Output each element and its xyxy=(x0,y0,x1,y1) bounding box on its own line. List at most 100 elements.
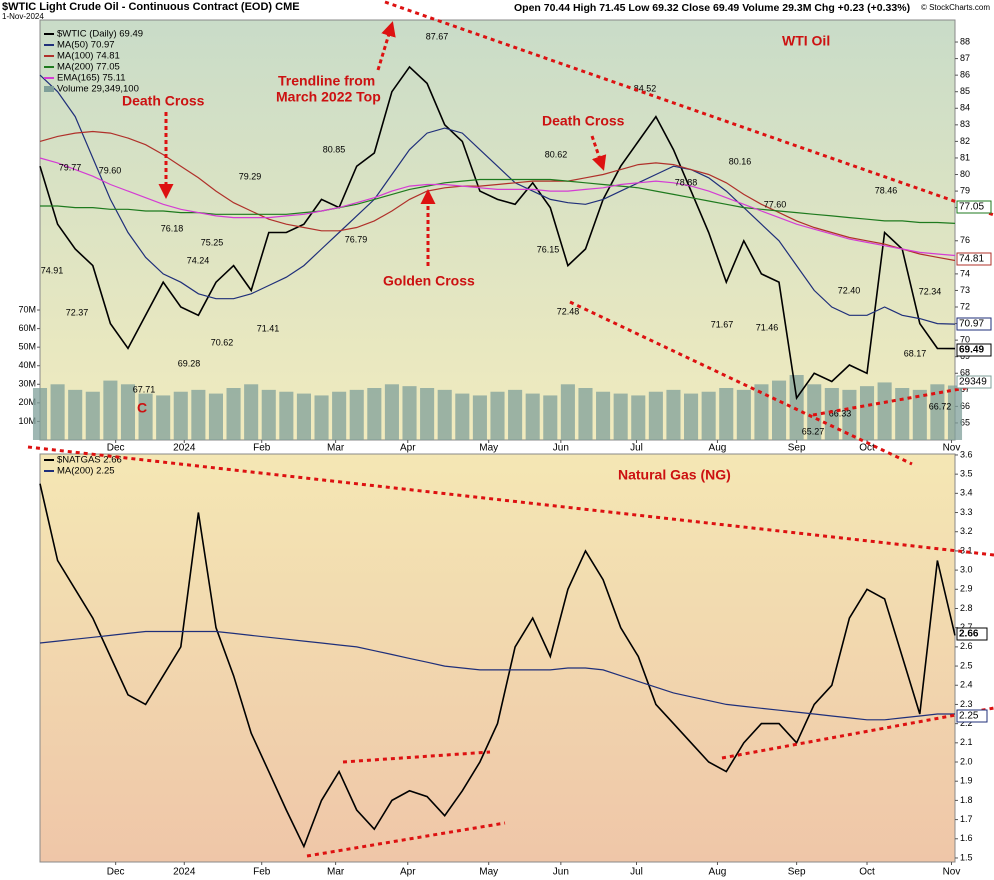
average-line xyxy=(39,130,956,262)
volume-bar xyxy=(261,389,276,440)
volume-bar xyxy=(138,393,153,440)
x-tick-label: Nov xyxy=(943,443,961,454)
y-tick-label: 3.5 xyxy=(960,469,973,479)
volume-bar xyxy=(596,391,611,440)
x-tick-label: Sep xyxy=(788,867,806,878)
y-tick-label: 1.9 xyxy=(960,776,973,786)
volume-bar xyxy=(895,388,910,440)
volume-bar xyxy=(930,384,945,440)
annotation: March 2022 Top xyxy=(276,89,381,105)
y-tick-label: 66 xyxy=(960,401,970,411)
volume-bar xyxy=(912,389,927,440)
price-label: 67.71 xyxy=(133,384,156,394)
volume-bar xyxy=(314,395,329,440)
y-tick-label: 3.6 xyxy=(960,449,973,459)
volume-bar xyxy=(472,395,487,440)
volume-bar xyxy=(666,389,681,440)
x-tick-label: Nov xyxy=(943,867,961,878)
y-tick-label: 2.5 xyxy=(960,660,973,670)
price-label: 72.40 xyxy=(838,285,861,295)
x-tick-label: May xyxy=(479,867,498,878)
last-value: 77.05 xyxy=(959,202,984,213)
x-tick-label: Jul xyxy=(630,443,643,454)
annotation: Death Cross xyxy=(122,93,205,109)
volume-bar xyxy=(578,388,593,440)
y2-tick-label: 70M xyxy=(18,304,36,314)
x-tick-label: Oct xyxy=(859,867,875,878)
legend-label: MA(200) 2.25 xyxy=(57,466,115,477)
y-tick-label: 88 xyxy=(960,36,970,46)
price-label: 74.91 xyxy=(41,265,64,275)
header-quote: Open 70.44 High 71.45 Low 69.32 Close 69… xyxy=(514,2,910,14)
price-label: 72.34 xyxy=(919,286,942,296)
volume-bar xyxy=(50,384,65,440)
last-value: 69.49 xyxy=(959,345,984,356)
x-tick-label: 2024 xyxy=(173,867,196,878)
annotation: Trendline from xyxy=(278,73,375,89)
y-tick-label: 3.4 xyxy=(960,488,973,498)
price-label: 78.88 xyxy=(675,177,698,187)
price-label: 71.41 xyxy=(257,323,280,333)
average-line xyxy=(40,178,956,224)
volume-bar xyxy=(684,393,699,440)
x-tick-label: Mar xyxy=(327,443,345,454)
y-tick-label: 79 xyxy=(960,185,970,195)
value-boxes: 77.05 74.81 70.97 69.49 29349 2.66 2.25 xyxy=(956,200,992,723)
average-line xyxy=(39,630,955,721)
y-tick-label: 1.8 xyxy=(960,795,973,805)
price-label: 71.67 xyxy=(711,319,734,329)
y-tick-label: 81 xyxy=(960,152,970,162)
y-tick-label: 73 xyxy=(960,285,970,295)
volume-bar xyxy=(32,388,48,440)
x-tick-label: Aug xyxy=(709,867,727,878)
y-tick-label: 3.3 xyxy=(960,507,973,517)
volume-bar xyxy=(85,391,100,440)
y-tick-label: 1.6 xyxy=(960,833,973,843)
price-label: 71.46 xyxy=(756,322,779,332)
legend-label: EMA(165) 75.11 xyxy=(57,73,125,84)
y-tick-label: 82 xyxy=(960,136,970,146)
annotation: Death Cross xyxy=(542,113,625,129)
y-tick-label: 87 xyxy=(960,53,970,63)
volume-bar xyxy=(947,385,963,440)
x-tick-label: Jun xyxy=(553,867,569,878)
volume-bar xyxy=(877,382,892,440)
last-value: 2.66 xyxy=(959,629,979,640)
x-tick-label: Dec xyxy=(107,867,125,878)
price-label: 76.79 xyxy=(345,234,368,244)
average-line xyxy=(39,157,956,257)
price-label: 76.15 xyxy=(537,244,560,254)
volume-bar xyxy=(543,395,558,440)
y2-tick-label: 50M xyxy=(18,342,36,352)
price-label: 80.16 xyxy=(729,156,752,166)
x-tick-label: Oct xyxy=(859,443,875,454)
price-label: 80.85 xyxy=(323,144,346,154)
price-label: 75.25 xyxy=(201,237,224,247)
volume-bar xyxy=(103,380,118,440)
y-tick-label: 85 xyxy=(960,86,970,96)
y-tick-label: 2.7 xyxy=(960,622,973,632)
volume-bar xyxy=(648,391,663,440)
panel-title: Natural Gas (NG) xyxy=(618,467,731,483)
legend-label: Volume 29,349,100 xyxy=(57,84,139,95)
volume-bar xyxy=(719,388,734,440)
x-tick-label: Jun xyxy=(553,443,569,454)
price-label: 77.60 xyxy=(764,199,787,209)
volume-bar xyxy=(437,389,452,440)
volume-bar xyxy=(279,391,294,440)
volume-bar xyxy=(402,386,417,440)
price-label: 69.28 xyxy=(178,358,201,368)
legend-label: $NATGAS 2.66 xyxy=(57,455,122,466)
last-value: 70.97 xyxy=(959,319,984,330)
y-tick-label: 68 xyxy=(960,368,970,378)
volume-bar xyxy=(244,384,259,440)
x-tick-label: Feb xyxy=(253,443,271,454)
volume-bar xyxy=(490,391,505,440)
last-volume: 29349 xyxy=(959,377,987,388)
volume-bar xyxy=(173,391,188,440)
price-panel xyxy=(39,19,956,441)
volume-bar xyxy=(701,391,716,440)
x-tick-label: 2024 xyxy=(173,443,196,454)
price-label: 74.24 xyxy=(187,255,210,265)
header-title: $WTIC Light Crude Oil - Continuous Contr… xyxy=(2,1,300,13)
